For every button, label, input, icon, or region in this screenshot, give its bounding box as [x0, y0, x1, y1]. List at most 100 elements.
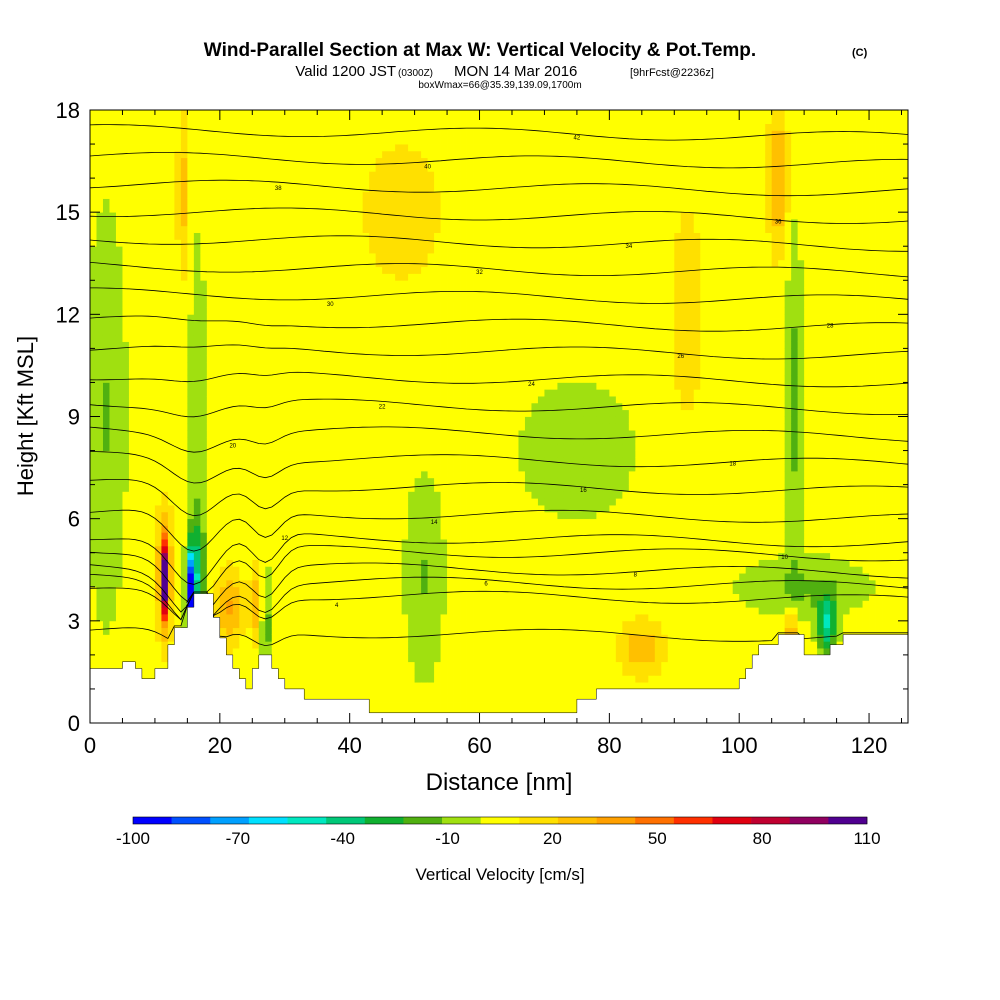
- velocity-cell: [408, 327, 416, 336]
- velocity-cell: [356, 375, 364, 383]
- velocity-cell: [388, 409, 396, 417]
- velocity-cell: [206, 307, 214, 315]
- velocity-cell: [102, 641, 110, 649]
- velocity-cell: [148, 573, 156, 581]
- velocity-cell: [96, 198, 104, 206]
- velocity-cell: [434, 675, 441, 683]
- velocity-cell: [115, 259, 123, 268]
- velocity-cell: [154, 600, 162, 608]
- velocity-cell: [349, 362, 357, 370]
- velocity-cell: [115, 300, 123, 308]
- velocity-cell: [427, 675, 435, 683]
- velocity-cell: [265, 191, 273, 199]
- velocity-cell: [284, 178, 292, 186]
- velocity-cell: [180, 144, 188, 152]
- velocity-cell: [427, 212, 435, 220]
- velocity-cell: [330, 144, 338, 152]
- velocity-cell: [226, 511, 234, 520]
- velocity-cell: [369, 253, 377, 261]
- velocity-cell: [278, 246, 286, 254]
- velocity-cell: [115, 321, 123, 329]
- velocity-cell: [414, 225, 422, 233]
- velocity-cell: [141, 110, 149, 118]
- velocity-cell: [219, 321, 227, 329]
- velocity-cell: [115, 253, 123, 261]
- velocity-cell: [304, 362, 312, 370]
- velocity-cell: [278, 511, 286, 520]
- velocity-cell: [90, 368, 97, 377]
- velocity-cell: [401, 232, 409, 240]
- velocity-cell: [226, 266, 234, 274]
- velocity-cell: [102, 164, 110, 172]
- velocity-cell: [161, 539, 169, 547]
- velocity-cell: [200, 110, 208, 118]
- velocity-cell: [362, 498, 370, 506]
- velocity-cell: [232, 416, 240, 424]
- velocity-cell: [427, 661, 435, 669]
- velocity-cell: [343, 198, 351, 206]
- velocity-cell: [265, 505, 273, 513]
- velocity-cell: [369, 362, 377, 370]
- velocity-cell: [304, 654, 312, 663]
- velocity-cell: [271, 511, 279, 520]
- velocity-cell: [161, 314, 169, 322]
- velocity-cell: [219, 116, 227, 125]
- velocity-cell: [356, 293, 364, 302]
- velocity-cell: [336, 327, 344, 336]
- velocity-cell: [408, 532, 416, 540]
- velocity-cell: [265, 600, 273, 608]
- velocity-cell: [213, 552, 221, 560]
- velocity-cell: [336, 627, 344, 635]
- velocity-cell: [239, 178, 247, 186]
- velocity-cell: [317, 539, 325, 547]
- velocity-cell: [382, 280, 390, 288]
- velocity-cell: [187, 518, 195, 526]
- velocity-cell: [343, 232, 351, 240]
- velocity-cell: [180, 545, 188, 554]
- velocity-cell: [297, 327, 305, 336]
- velocity-cell: [356, 641, 364, 649]
- velocity-cell: [90, 545, 97, 554]
- velocity-cell: [102, 144, 110, 152]
- velocity-cell: [239, 477, 247, 486]
- velocity-cell: [239, 164, 247, 172]
- velocity-cell: [161, 327, 169, 336]
- velocity-cell: [115, 246, 123, 254]
- velocity-cell: [336, 586, 344, 594]
- velocity-cell: [161, 280, 169, 288]
- velocity-cell: [161, 266, 169, 274]
- velocity-cell: [115, 355, 123, 363]
- velocity-cell: [213, 198, 221, 206]
- velocity-cell: [232, 586, 240, 594]
- velocity-cell: [408, 416, 416, 424]
- velocity-cell: [427, 150, 435, 159]
- velocity-cell: [122, 287, 130, 295]
- velocity-cell: [414, 675, 422, 683]
- velocity-cell: [356, 218, 364, 227]
- velocity-cell: [102, 661, 110, 669]
- velocity-cell: [252, 443, 260, 451]
- velocity-cell: [193, 198, 201, 206]
- velocity-cell: [349, 314, 357, 322]
- velocity-cell: [154, 648, 162, 656]
- velocity-cell: [161, 607, 169, 615]
- velocity-cell: [180, 191, 188, 199]
- velocity-cell: [414, 287, 422, 295]
- velocity-cell: [154, 355, 162, 363]
- velocity-cell: [174, 171, 182, 179]
- velocity-cell: [284, 457, 292, 465]
- velocity-cell: [284, 327, 292, 336]
- velocity-cell: [193, 559, 201, 567]
- velocity-cell: [122, 573, 130, 581]
- velocity-cell: [349, 253, 357, 261]
- velocity-cell: [330, 191, 338, 199]
- velocity-cell: [115, 443, 123, 451]
- velocity-cell: [291, 280, 299, 288]
- velocity-cell: [278, 607, 286, 615]
- velocity-cell: [330, 464, 338, 472]
- velocity-cell: [317, 218, 325, 227]
- velocity-cell: [141, 164, 149, 172]
- velocity-cell: [336, 688, 344, 697]
- velocity-cell: [336, 614, 344, 622]
- velocity-cell: [141, 654, 149, 663]
